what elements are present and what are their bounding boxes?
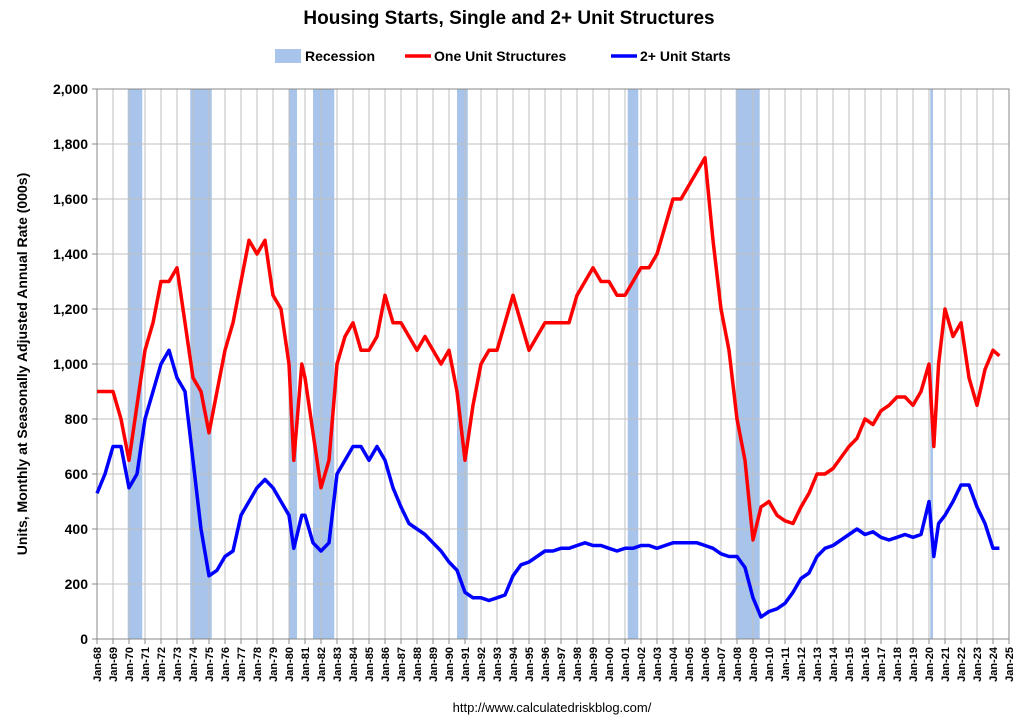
x-tick-label: Jan-71 [140,647,152,682]
y-tick-label: 1,400 [53,246,88,262]
x-tick-label: Jan-84 [348,646,360,682]
x-tick-label: Jan-06 [700,647,712,682]
x-tick-label: Jan-73 [172,647,184,682]
x-tick-label: Jan-12 [796,647,808,682]
source: http://www.calculatedriskblog.com/ [453,700,652,715]
x-tick-label: Jan-04 [668,646,680,682]
x-tick-label: Jan-96 [540,647,552,682]
x-tick-label: Jan-24 [988,646,1000,682]
x-tick-label: Jan-07 [716,647,728,682]
y-tick-label: 0 [80,631,88,647]
x-tick-label: Jan-10 [764,647,776,682]
x-tick-label: Jan-68 [92,647,104,682]
y-tick-label: 800 [65,411,89,427]
x-tick-label: Jan-81 [300,647,312,682]
y-tick-label: 200 [65,576,89,592]
x-tick-label: Jan-80 [284,647,296,682]
y-tick-label: 1,200 [53,301,88,317]
y-tick-label: 1,000 [53,356,88,372]
series-line [95,348,1000,619]
x-tick-label: Jan-16 [860,647,872,682]
y-tick-label: 400 [65,521,89,537]
x-tick-label: Jan-76 [220,647,232,682]
y-tick-label: 600 [65,466,89,482]
x-tick-label: Jan-01 [620,647,632,682]
x-tick-label: Jan-78 [252,647,264,682]
x-tick-label: Jan-20 [924,647,936,682]
plot-border [96,88,1010,640]
x-tick-label: Jan-82 [316,647,328,682]
x-tick-label: Jan-95 [524,647,536,682]
y-axis-label: Units, Monthly at Seasonally Adjusted An… [14,173,30,555]
y-tick-label: 1,600 [53,191,88,207]
chart-title: Housing Starts, Single and 2+ Unit Struc… [303,8,714,29]
x-tick-label: Jan-69 [108,647,120,682]
legend-label: 2+ Unit Starts [640,48,731,64]
legend-label: Recession [305,48,375,64]
x-tick-label: Jan-86 [380,647,392,682]
x-tick-label: Jan-18 [892,647,904,682]
legend-label: One Unit Structures [434,48,566,64]
x-tick-label: Jan-72 [156,647,168,682]
x-tick-label: Jan-09 [748,647,760,682]
x-tick-label: Jan-00 [604,647,616,682]
x-tick-label: Jan-97 [556,647,568,682]
x-tick-label: Jan-98 [572,647,584,682]
x-tick-label: Jan-70 [124,647,136,682]
x-tick-label: Jan-79 [268,647,280,682]
x-tick-label: Jan-94 [508,646,520,682]
x-tick-label: Jan-99 [588,647,600,682]
x-tick-label: Jan-13 [812,647,824,682]
x-tick-label: Jan-88 [412,647,424,682]
x-tick-label: Jan-15 [844,647,856,682]
x-tick-label: Jan-21 [940,647,952,682]
x-tick-label: Jan-14 [828,646,840,682]
x-tick-label: Jan-23 [972,647,984,682]
x-tick-label: Jan-91 [460,647,472,682]
x-tick-label: Jan-05 [684,647,696,682]
x-tick-label: Jan-77 [236,647,248,682]
x-tick-label: Jan-02 [636,647,648,682]
x-tick-label: Jan-93 [492,647,504,682]
x-tick-label: Jan-17 [876,647,888,682]
x-tick-label: Jan-90 [444,647,456,682]
legend-swatch [275,49,301,63]
x-tick-label: Jan-92 [476,647,488,682]
x-tick-label: Jan-19 [908,647,920,682]
series-line [97,156,1001,542]
x-tick-label: Jan-25 [1004,647,1016,682]
x-tick-label: Jan-83 [332,647,344,682]
x-tick-label: Jan-75 [204,647,216,682]
y-tick-label: 2,000 [53,81,88,97]
x-tick-label: Jan-89 [428,647,440,682]
x-tick-label: Jan-11 [780,647,792,681]
y-tick-label: 1,800 [53,136,88,152]
x-tick-label: Jan-03 [652,647,664,682]
x-tick-label: Jan-74 [188,646,200,682]
x-tick-label: Jan-87 [396,647,408,682]
x-tick-label: Jan-85 [364,647,376,682]
x-tick-label: Jan-22 [956,647,968,682]
x-tick-label: Jan-08 [732,647,744,682]
